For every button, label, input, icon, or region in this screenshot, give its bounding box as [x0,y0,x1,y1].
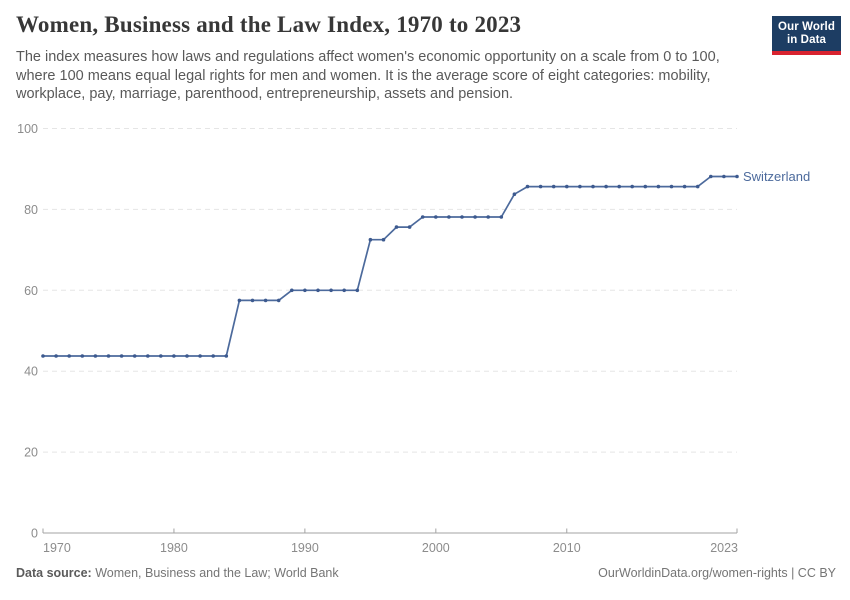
data-point[interactable] [695,184,700,189]
data-point[interactable] [276,298,281,303]
x-tick-label: 1970 [43,541,71,555]
data-point[interactable] [290,288,294,293]
data-point[interactable] [263,298,268,303]
data-point[interactable] [630,184,634,189]
data-point[interactable] [722,174,726,179]
data-point[interactable] [420,215,425,219]
data-point[interactable] [146,354,150,358]
y-tick-label: 20 [24,446,38,460]
y-tick-label: 100 [17,122,38,136]
data-point[interactable] [604,184,608,189]
data-point[interactable] [656,184,661,189]
entity-label[interactable]: Switzerland [743,169,810,184]
data-point[interactable] [525,184,530,189]
data-point[interactable] [303,288,307,293]
data-point[interactable] [709,174,713,179]
data-point[interactable] [41,354,45,358]
data-point[interactable] [447,215,451,219]
data-point[interactable] [578,184,582,189]
logo-text-line1: Our World [778,21,835,33]
data-point[interactable] [407,225,412,229]
data-point[interactable] [735,174,739,179]
x-tick-label: 1980 [160,541,188,555]
data-point[interactable] [486,215,491,219]
x-tick-label: 1990 [291,541,319,555]
data-point[interactable] [119,354,124,358]
data-point[interactable] [499,215,504,219]
chart-subtitle: The index measures how laws and regulati… [16,49,720,102]
footer-link[interactable]: OurWorldinData.org/women-rights | CC BY [598,566,836,580]
y-tick-label: 80 [24,203,38,217]
data-point[interactable] [551,184,556,189]
data-point[interactable] [172,354,176,358]
x-tick-label: 2000 [422,541,450,555]
data-point[interactable] [460,215,464,219]
x-tick-label: 2023 [710,541,738,555]
x-tick-label: 2010 [553,541,581,555]
data-point[interactable] [381,237,386,242]
data-point[interactable] [512,192,517,196]
data-point[interactable] [185,354,189,358]
data-point[interactable] [643,184,648,189]
data-point[interactable] [434,215,438,219]
data-point[interactable] [617,184,621,189]
data-point[interactable] [211,354,215,358]
data-point[interactable] [80,354,85,358]
owid-logo[interactable]: Our World in Data [772,16,841,55]
y-tick-label: 40 [24,365,38,379]
data-point[interactable] [565,184,569,189]
data-source-value: Women, Business and the Law; World Bank [95,566,339,580]
data-source-note: Data source: Women, Business and the Law… [16,566,339,580]
page-title: Women, Business and the Law Index, 1970 … [16,12,522,37]
y-tick-label: 60 [24,284,38,298]
data-point[interactable] [591,184,595,189]
logo-text-line2: in Data [786,34,827,46]
data-point[interactable] [669,184,674,189]
data-source-label: Data source: [16,566,92,580]
data-point[interactable] [368,237,373,242]
data-point[interactable] [355,288,360,293]
data-point[interactable] [93,354,98,358]
data-point[interactable] [250,298,255,303]
data-point[interactable] [198,354,202,358]
data-point[interactable] [132,354,137,358]
data-line[interactable] [43,175,737,357]
chart-footer: Data source: Women, Business and the Law… [16,566,836,580]
data-point[interactable] [342,288,347,293]
data-point[interactable] [316,288,320,293]
y-tick-label: 0 [31,527,38,541]
data-point[interactable] [54,354,58,358]
data-point[interactable] [224,354,229,358]
data-point[interactable] [473,215,477,219]
data-point[interactable] [394,225,399,229]
data-point[interactable] [67,354,71,358]
data-point[interactable] [159,354,163,358]
data-point[interactable] [329,288,333,293]
chart-header: Women, Business and the Law Index, 1970 … [16,12,834,104]
data-point[interactable] [106,354,111,358]
data-point[interactable] [682,184,687,189]
data-point[interactable] [237,298,242,303]
data-point[interactable] [538,184,543,189]
